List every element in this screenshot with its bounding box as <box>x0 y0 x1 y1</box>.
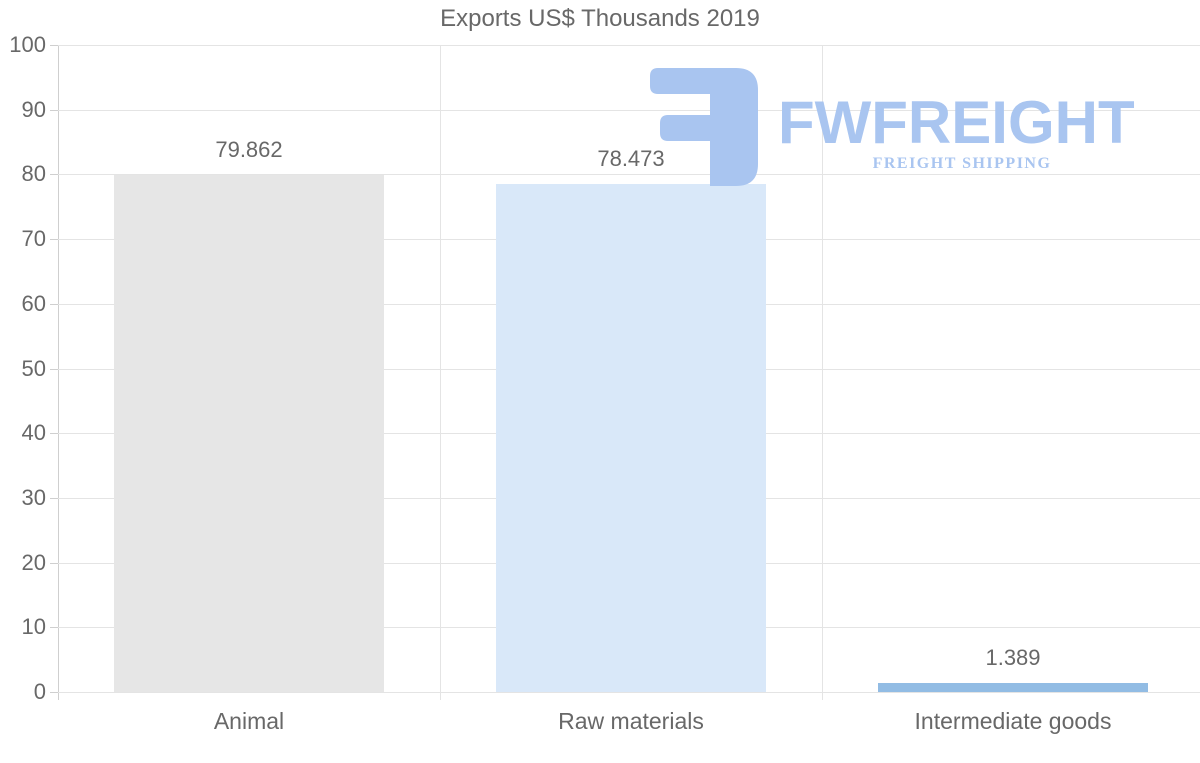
y-axis-line <box>58 45 59 700</box>
bar-value-label: 1.389 <box>985 645 1041 671</box>
y-gridline <box>58 109 1200 111</box>
bar <box>496 184 766 692</box>
y-axis-tick <box>50 239 58 241</box>
bar <box>114 175 384 692</box>
bar-value-label: 78.473 <box>597 146 665 172</box>
y-axis-tick <box>50 174 58 176</box>
y-axis-tick <box>50 497 58 499</box>
category-label: Raw materials <box>558 708 704 734</box>
y-axis-tick-label: 20 <box>21 549 46 575</box>
y-axis-tick <box>50 562 58 564</box>
bar <box>878 683 1148 692</box>
chart-title: Exports US$ Thousands 2019 <box>440 5 760 32</box>
y-axis-tick <box>50 303 58 305</box>
brand-tagline: FREIGHT SHIPPING <box>872 155 1052 172</box>
brand-logo-mark-icon <box>650 68 758 186</box>
y-axis-tick-label: 100 <box>9 32 46 57</box>
band-separator-gridline <box>440 45 441 700</box>
y-axis-tick-label: 80 <box>21 161 46 187</box>
y-axis-tick-label: 60 <box>21 290 46 316</box>
category-label: Intermediate goods <box>914 708 1112 734</box>
y-axis-tick-label: 30 <box>21 484 46 510</box>
category-label: Animal <box>213 708 285 734</box>
plot-area: 0 10 20 30 40 50 60 70 80 90 100 79.862 Animal 78.473… <box>9 32 1200 734</box>
y-axis-tick <box>50 368 58 370</box>
brand-name: FWFREIGHT <box>778 89 1135 156</box>
y-axis-tick <box>50 692 58 693</box>
bar-value-label: 79.862 <box>215 137 283 163</box>
y-axis-tick-label: 70 <box>21 226 46 252</box>
y-axis-tick-label: 40 <box>21 420 46 446</box>
y-gridline <box>58 45 1200 46</box>
y-axis-tick-label: 10 <box>21 614 46 640</box>
brand-logo-watermark: FWFREIGHT FREIGHT SHIPPING <box>648 68 1158 190</box>
y-axis-tick-label: 50 <box>21 355 46 381</box>
y-gridline <box>58 692 1200 693</box>
y-axis-tick-label: 90 <box>21 96 46 122</box>
y-axis-tick <box>50 433 58 435</box>
y-axis-tick <box>50 45 58 46</box>
y-gridline <box>58 174 1200 176</box>
band-separator-gridline <box>822 45 823 700</box>
y-axis-tick <box>50 109 58 111</box>
y-axis-tick-label: 0 <box>33 679 46 704</box>
y-axis-tick <box>50 627 58 629</box>
